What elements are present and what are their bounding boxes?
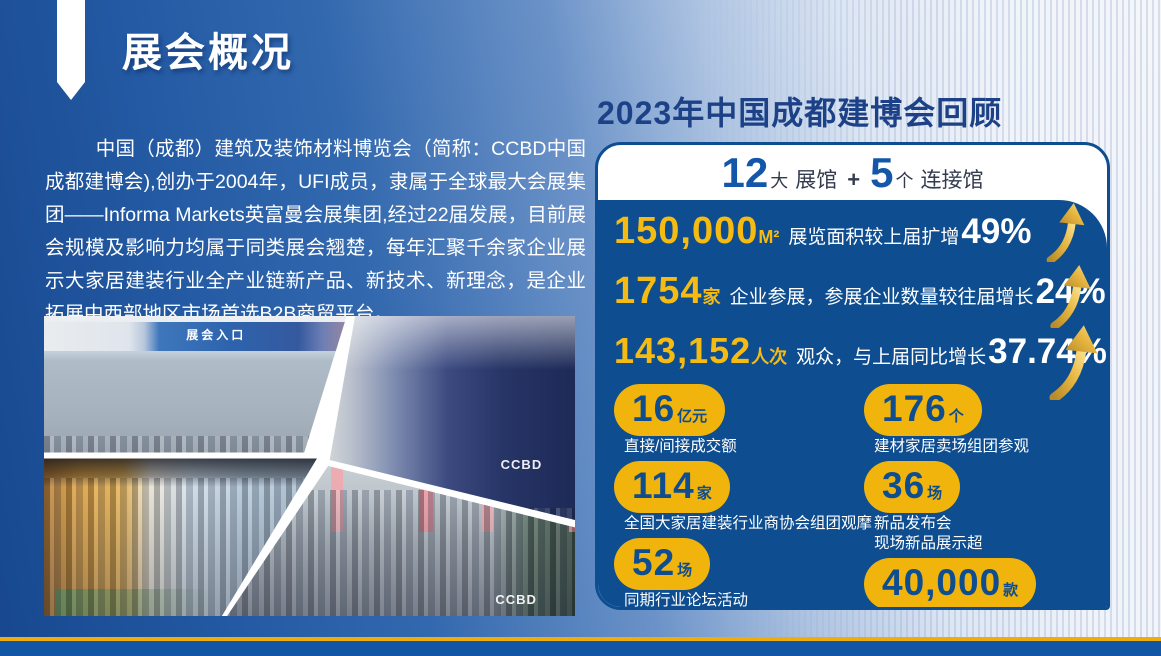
stat-visitors-unit: 人次 (751, 347, 788, 367)
stat-area-value: 150,000 (614, 210, 759, 252)
connect-halls-unit: 个 (895, 171, 914, 191)
badge-unit: 场 (677, 562, 693, 579)
badge-label: 建材家居卖场组团参观 (874, 438, 1030, 455)
halls-count: 12 (721, 149, 769, 196)
review-panel-body: 150,000 M² 展览面积较上届扩增 49% 1754 家 企业参展，参展企… (598, 200, 1107, 607)
badge-pill: 36 场 (864, 461, 961, 513)
badge-value: 16 (632, 388, 676, 429)
badge-label: 直接/间接成交额 (624, 438, 737, 455)
badge-new-products: 40,000 款 (864, 558, 1102, 607)
plus-sign: + (847, 167, 861, 192)
badge-label: 新品发布会 (874, 515, 952, 532)
stat-area-growth: 49% (961, 212, 1032, 251)
growth-arrow-icon (1050, 265, 1091, 328)
stat-visitors: 143,152 人次 观众，与上届同比增长 37.74% (614, 330, 1107, 372)
stat-exhibitors-unit: 家 (702, 287, 721, 307)
badge-unit: 款 (1003, 582, 1019, 599)
halls-label: 展馆 (795, 169, 838, 192)
badge-pill: 16 亿元 (614, 384, 726, 436)
ceiling-shadow (44, 458, 317, 487)
badge-value: 114 (632, 465, 695, 506)
badge-launches: 36 场 新品发布会 现场新品展示超 (864, 461, 1102, 553)
stat-visitors-value: 143,152 (614, 330, 752, 371)
badge-unit: 个 (948, 408, 964, 425)
review-title: 2023年中国成都建博会回顾 (597, 95, 1003, 131)
ribbon-bookmark-decoration (57, 0, 85, 100)
badge-stores: 176 个 建材家居卖场组团参观 (864, 384, 1102, 456)
growth-arrow-icon (1046, 202, 1085, 262)
stat-area-unit: M² (758, 227, 780, 247)
badge-label: 现场新品展示超 (874, 535, 983, 552)
badge-unit: 亿元 (677, 408, 708, 425)
stat-area-desc: 展览面积较上届扩增 (788, 227, 960, 248)
badge-label: 全国大家居建装行业商协会组团观摩 (624, 515, 873, 532)
crowd-texture (44, 436, 347, 453)
photo-expo-entrance: 展会入口 (44, 316, 347, 453)
badge-forums: 52 场 同期行业论坛活动 (614, 538, 860, 609)
stat-exhibitors-desc: 企业参展，参展企业数量较往届增长 (729, 287, 1034, 308)
halls-summary: 12 大 展馆 + 5 个 连接馆 (598, 145, 1107, 200)
review-panel: 12 大 展馆 + 5 个 连接馆 150,000 M² 展览面积较上届扩增 4… (595, 142, 1110, 610)
green-floor (54, 589, 214, 616)
footer-gold-line (0, 637, 1161, 641)
entrance-banner-text: 展会入口 (186, 328, 247, 343)
badge-associations: 114 家 全国大家居建装行业商协会组团观摩 (614, 461, 873, 533)
badge-unit: 家 (696, 485, 712, 502)
ccbd-watermark: CCBD (495, 592, 537, 607)
entrance-banner: 展会入口 (44, 322, 347, 352)
photo-collage: 展会入口 CCBD CCBD (44, 316, 575, 616)
badge-unit: 场 (927, 485, 943, 502)
halls-count-unit: 大 (770, 171, 789, 191)
badges-left-column: 16 亿元 直接/间接成交额 114 家 全国大家居建装行业商协会组团观摩 52 (614, 384, 873, 609)
page-title: 展会概况 (122, 31, 294, 75)
badge-pill: 176 个 (864, 384, 982, 436)
badge-deals: 16 亿元 直接/间接成交额 (614, 384, 860, 456)
badges-right-column: 176 个 建材家居卖场组团参观 36 场 新品发布会 现场新品展示超 40,0… (864, 384, 1102, 607)
badge-label: 同期行业论坛活动 (624, 592, 749, 609)
badge-pill: 114 家 (614, 461, 730, 513)
connect-halls-label: 连接馆 (920, 169, 984, 192)
stat-exhibitors: 1754 家 企业参展，参展企业数量较往届增长 24% (614, 270, 1106, 313)
badge-pill: 40,000 款 (864, 558, 1037, 607)
growth-arrow-icon (1049, 325, 1098, 400)
badge-pill: 52 场 (614, 538, 711, 590)
badge-value: 52 (632, 542, 676, 583)
stat-visitors-desc: 观众，与上届同比增长 (796, 347, 987, 368)
intro-paragraph: 中国（成都）建筑及装饰材料博览会（简称：CCBD中国成都建博会),创办于2004… (45, 138, 586, 325)
badge-value: 36 (882, 465, 926, 506)
stat-area: 150,000 M² 展览面积较上届扩增 49% (614, 210, 1031, 253)
footer-bar (0, 641, 1161, 656)
ccbd-watermark: CCBD (500, 457, 543, 472)
badge-value: 40,000 (882, 562, 1002, 603)
badge-value: 176 (882, 388, 947, 429)
connect-halls-count: 5 (870, 149, 894, 196)
stat-exhibitors-value: 1754 (614, 270, 703, 312)
